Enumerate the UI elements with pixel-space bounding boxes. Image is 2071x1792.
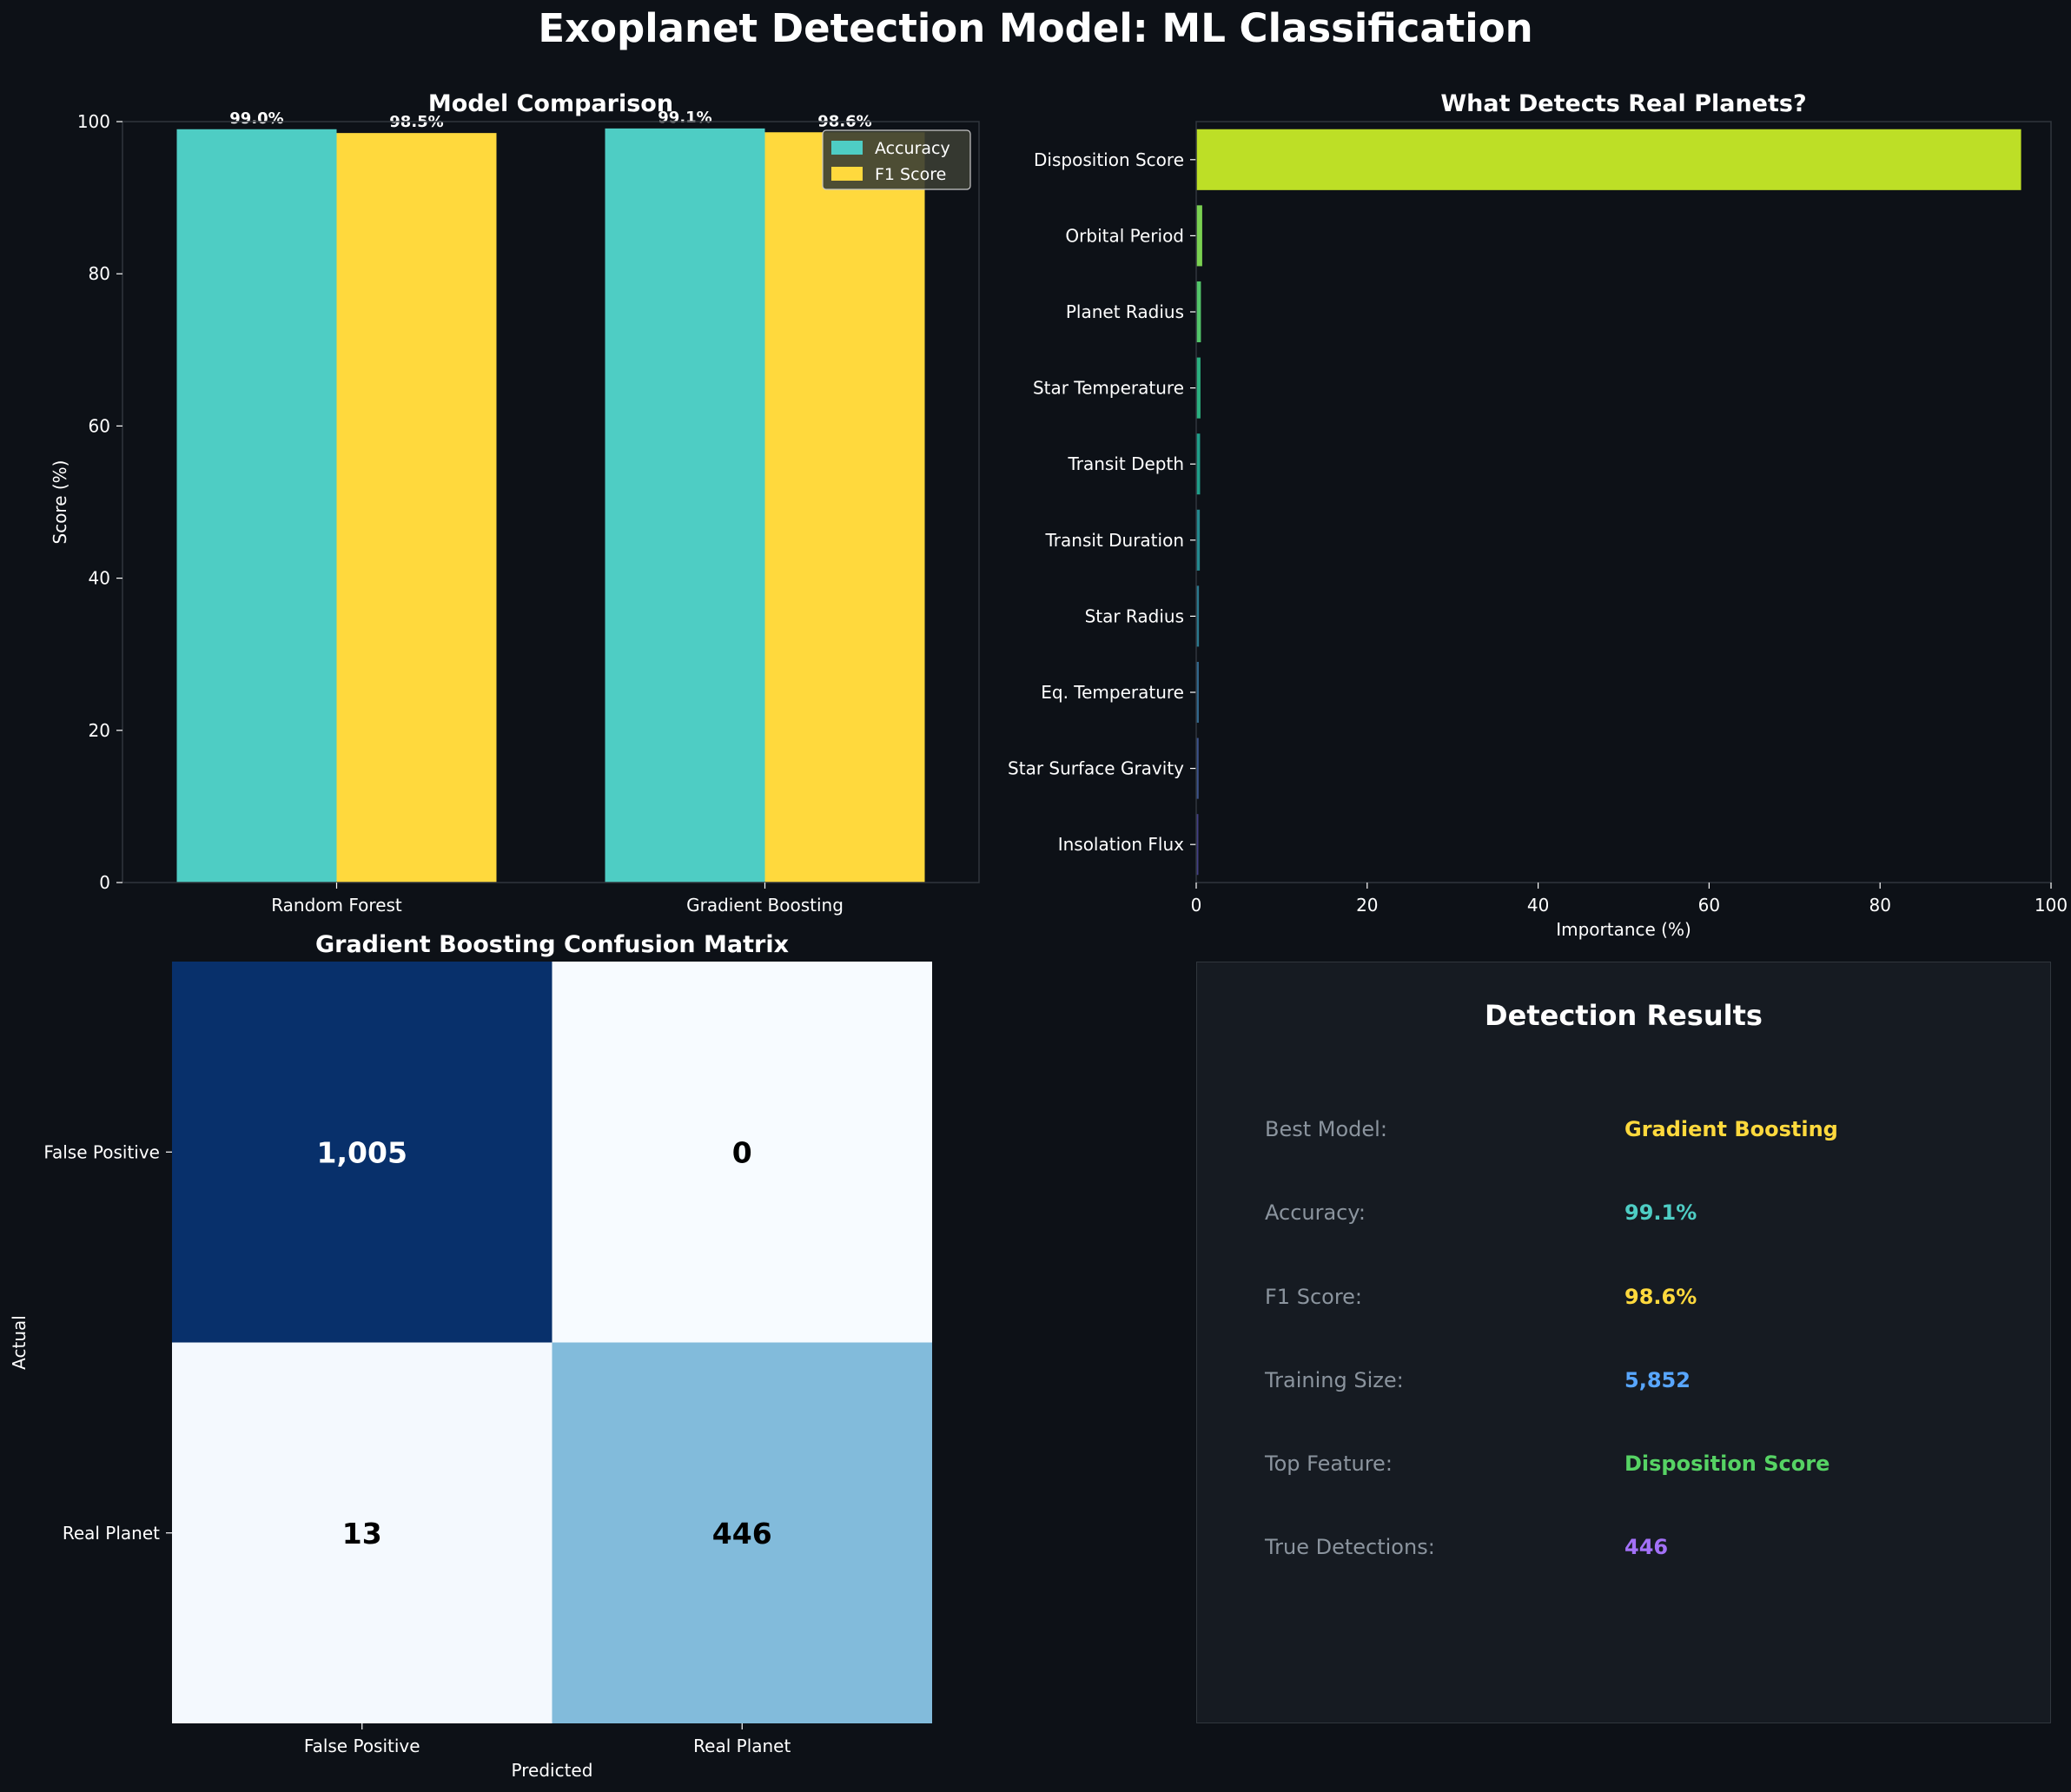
y-tick-label: Star Temperature — [1033, 378, 1184, 399]
y-tick-label: 60 — [89, 415, 110, 436]
summary-row-true-detections: True Detections: 446 — [1197, 1535, 2050, 1570]
chart-title: Model Comparison — [428, 90, 673, 117]
summary-label: Training Size: — [1265, 1368, 1404, 1392]
x-tick-label: 60 — [1698, 895, 1720, 916]
summary-value: 5,852 — [1624, 1368, 1691, 1392]
figure-title: Exoplanet Detection Model: ML Classifica… — [538, 5, 1533, 51]
confusion-matrix-chart: 1,005 0 13 446 False Positive Real Planet Fals… — [9, 931, 932, 1781]
summary-row-best-model: Best Model: Gradient Boosting — [1197, 1117, 2050, 1152]
summary-row-top-feature: Top Feature: Disposition Score — [1197, 1451, 2050, 1486]
heatmap-cell — [172, 1342, 552, 1723]
y-axis-label: Score (%) — [50, 460, 70, 545]
y-tick-label: Insolation Flux — [1058, 834, 1184, 855]
importance-bar — [1196, 281, 1201, 343]
chart-title: What Detects Real Planets? — [1440, 90, 1806, 117]
importance-bar — [1196, 357, 1201, 419]
x-tick-label: 20 — [1356, 895, 1378, 916]
x-tick-label: Gradient Boosting — [686, 895, 844, 916]
summary-label: Accuracy: — [1265, 1200, 1366, 1225]
heatmap-cell-value: 1,005 — [317, 1135, 407, 1169]
summary-row-f1-score: F1 Score: 98.6% — [1197, 1285, 2050, 1319]
summary-value: 446 — [1624, 1535, 1669, 1559]
importance-bar — [1196, 205, 1202, 267]
y-tick-label: 20 — [89, 720, 110, 741]
summary-label: F1 Score: — [1265, 1285, 1363, 1309]
y-tick-label: 0 — [99, 872, 110, 893]
legend-swatch — [831, 167, 863, 181]
importance-bar — [1196, 129, 2021, 190]
y-tick-label: Transit Depth — [1067, 453, 1184, 474]
summary-row-training-size: Training Size: 5,852 — [1197, 1368, 2050, 1403]
summary-label: True Detections: — [1265, 1535, 1435, 1559]
x-tick-label: Random Forest — [271, 895, 402, 916]
heatmap-cell — [172, 962, 552, 1343]
summary-value: 99.1% — [1624, 1200, 1697, 1225]
plot-frame — [1195, 121, 2052, 883]
importance-bar — [1196, 737, 1199, 799]
heatmap-cell-value: 0 — [732, 1135, 752, 1169]
detection-results-panel: Detection Results Best Model: Gradient B… — [1196, 962, 2051, 1723]
chart-title: Gradient Boosting Confusion Matrix — [315, 931, 789, 958]
importance-bar — [1196, 585, 1200, 647]
legend-label: Accuracy — [875, 139, 950, 158]
y-tick-label: Star Surface Gravity — [1008, 758, 1184, 779]
bar-f1-score — [764, 132, 925, 883]
bar-value-label: 99.0% — [229, 109, 283, 128]
importance-bar — [1196, 433, 1201, 495]
y-tick-label: 100 — [77, 111, 110, 132]
y-tick-label: Orbital Period — [1065, 225, 1184, 246]
importance-bar — [1196, 509, 1201, 571]
y-tick-label: Transit Duration — [1045, 530, 1184, 551]
summary-row-accuracy: Accuracy: 99.1% — [1197, 1200, 2050, 1235]
bar-f1-score — [336, 133, 497, 883]
importance-bar — [1196, 661, 1199, 724]
x-tick-label: 0 — [1191, 895, 1202, 916]
x-axis-label: Importance (%) — [1556, 919, 1691, 940]
legend-label: F1 Score — [875, 165, 946, 184]
x-tick-label: 100 — [2035, 895, 2068, 916]
y-tick-label: 40 — [89, 568, 110, 589]
x-tick-label: 80 — [1869, 895, 1890, 916]
y-tick-label: False Positive — [43, 1141, 160, 1162]
detection-results-title: Detection Results — [1485, 999, 1763, 1032]
x-axis-label: Predicted — [512, 1760, 593, 1781]
x-tick-label: Real Planet — [693, 1736, 791, 1756]
y-axis-label: Actual — [9, 1315, 30, 1370]
importance-bar — [1196, 814, 1199, 876]
summary-value: Gradient Boosting — [1624, 1117, 1838, 1141]
y-tick-label: Real Planet — [63, 1523, 160, 1544]
y-tick-label: 80 — [89, 263, 110, 284]
heatmap-cell-value: 13 — [342, 1517, 382, 1551]
plot-frame — [122, 121, 980, 883]
bar-accuracy — [176, 129, 337, 883]
summary-value: Disposition Score — [1624, 1451, 1830, 1476]
x-tick-label: 40 — [1527, 895, 1549, 916]
bar-accuracy — [605, 128, 765, 883]
heatmap-cell-value: 446 — [712, 1517, 772, 1551]
y-tick-label: Star Radius — [1085, 605, 1184, 626]
summary-label: Best Model: — [1265, 1117, 1387, 1141]
legend-swatch — [831, 141, 863, 155]
feature-importance-chart: Disposition Score Orbital Period Planet Ra… — [1008, 90, 2068, 940]
y-tick-label: Planet Radius — [1066, 301, 1184, 322]
y-tick-label: Disposition Score — [1034, 149, 1184, 170]
x-tick-label: False Positive — [304, 1736, 420, 1756]
heatmap-cell — [552, 962, 932, 1343]
y-tick-label: Eq. Temperature — [1041, 682, 1184, 703]
heatmap-cell — [552, 1342, 932, 1723]
summary-label: Top Feature: — [1265, 1451, 1393, 1476]
summary-value: 98.6% — [1624, 1285, 1697, 1309]
